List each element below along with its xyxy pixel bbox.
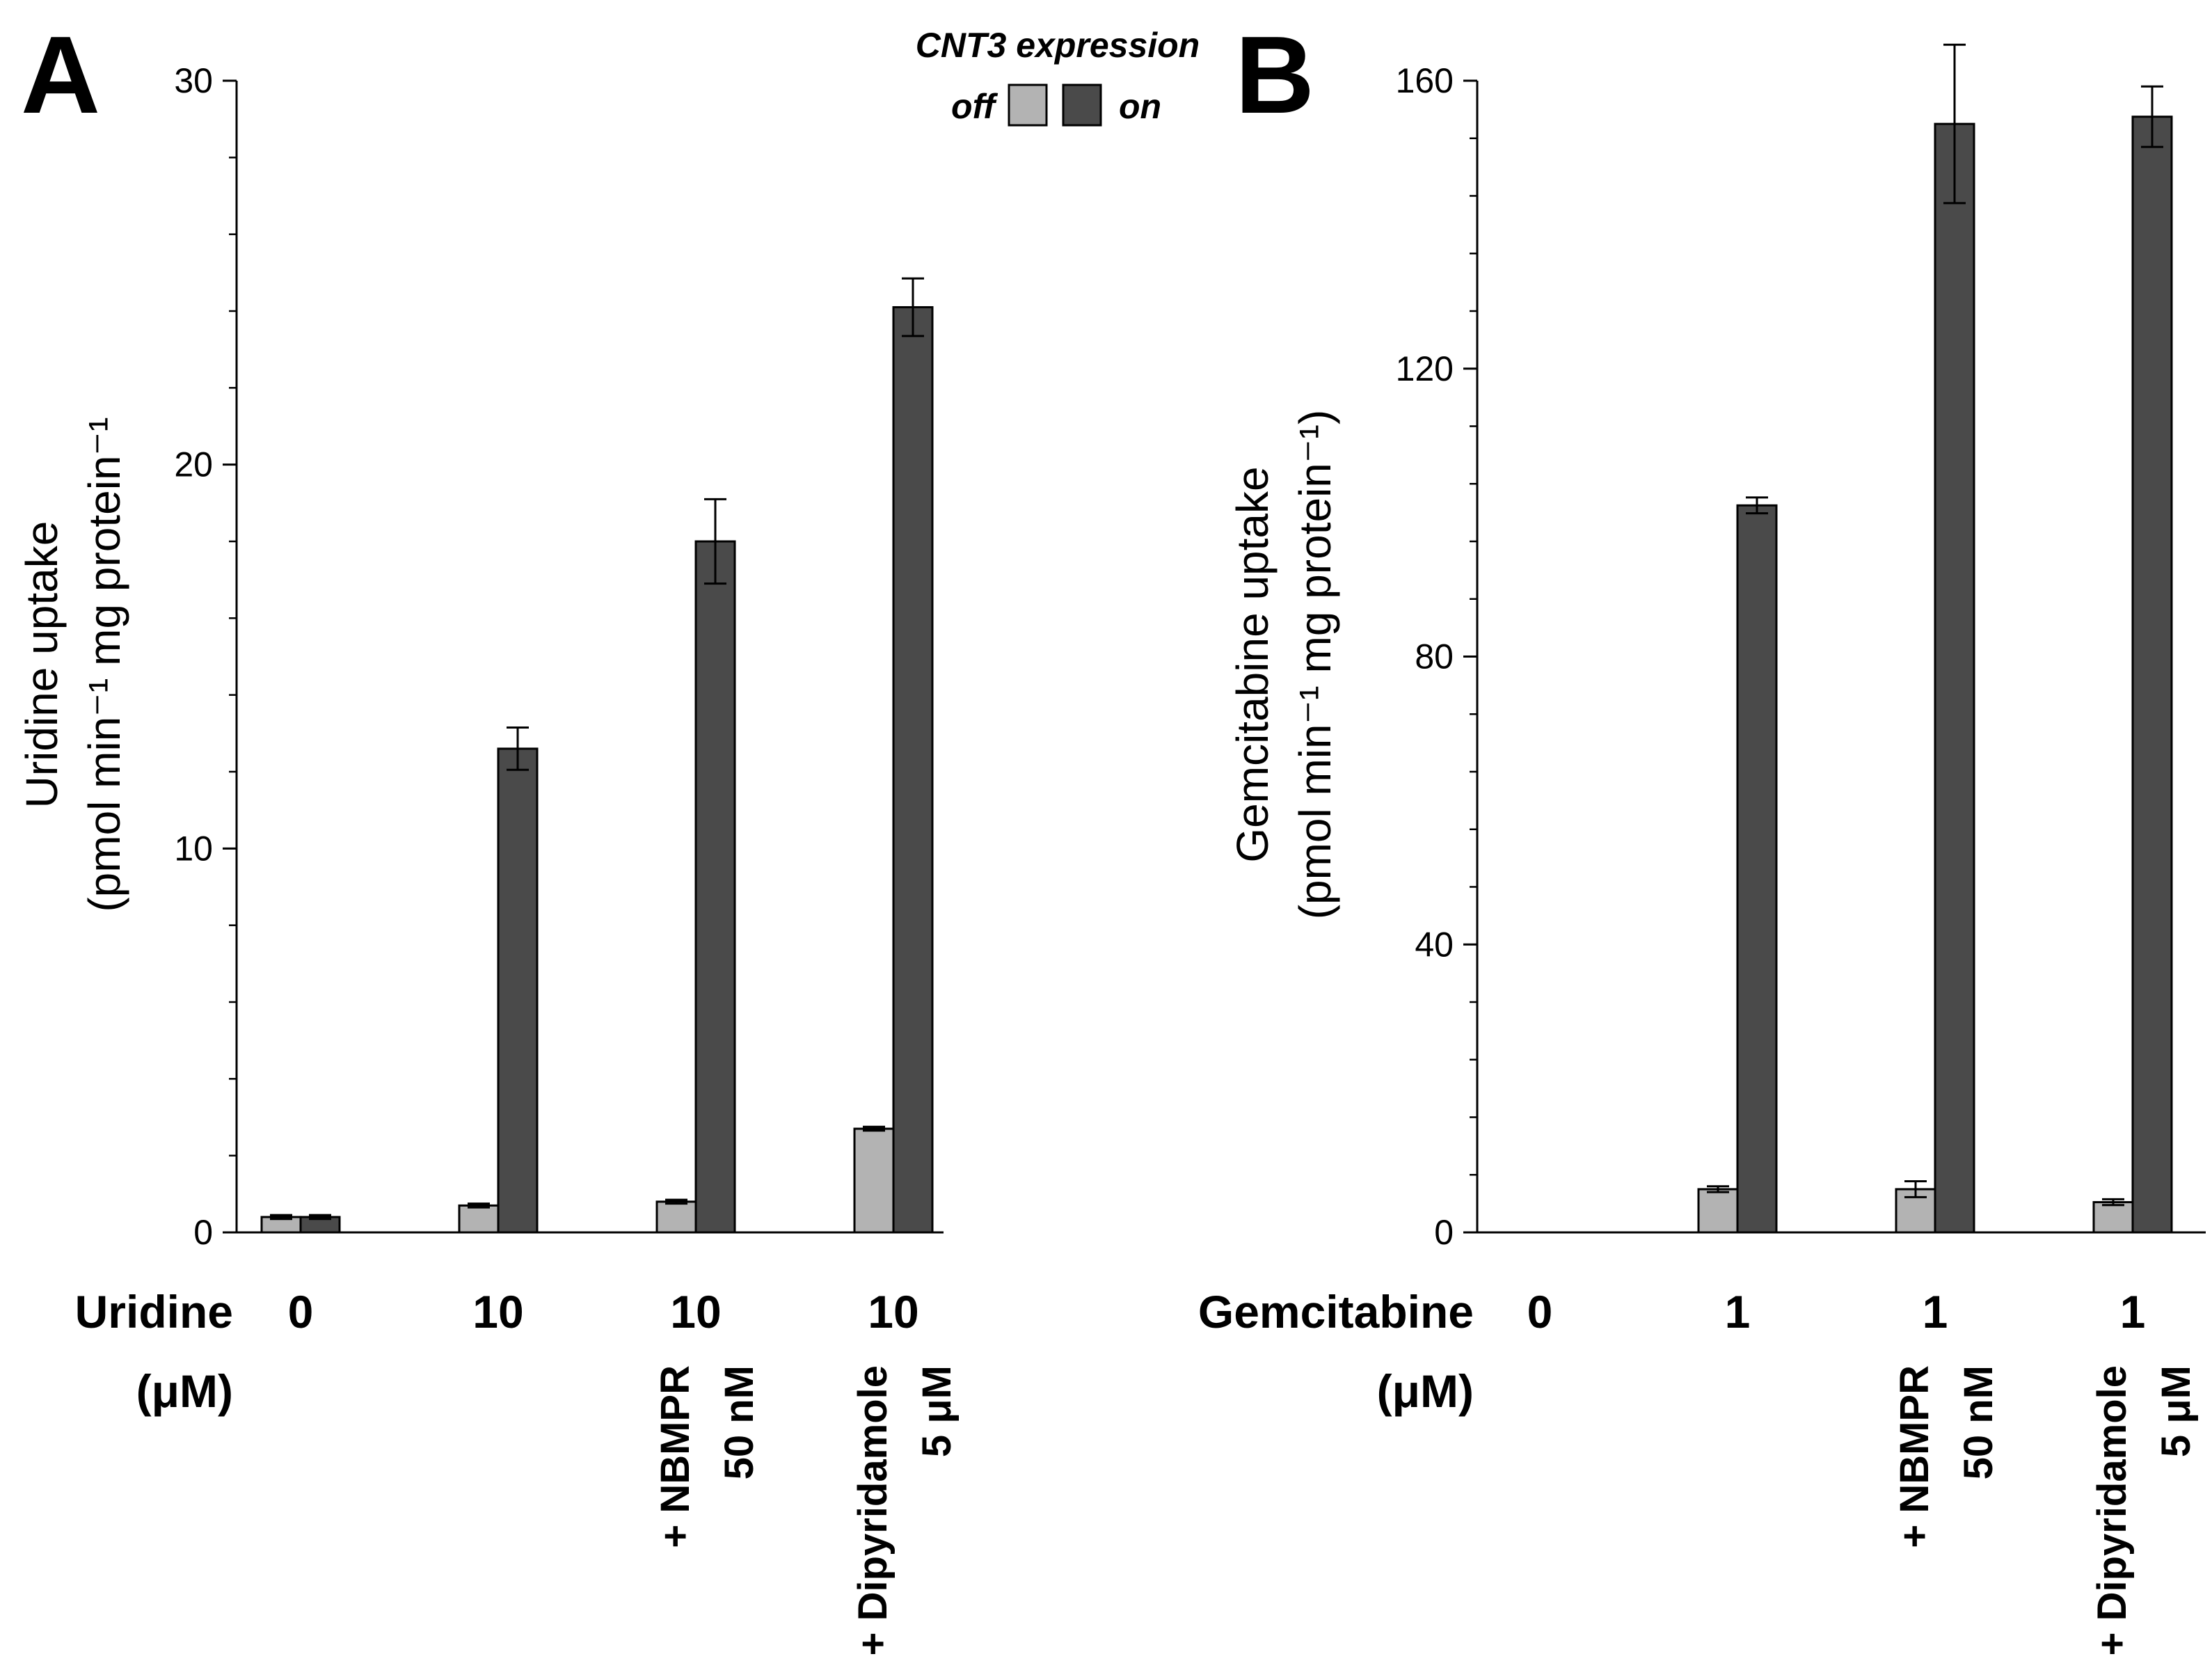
- panel-a-treatment-label: + NBMPR: [653, 1365, 698, 1548]
- panel-b-bar-on: [2131, 116, 2173, 1234]
- panel-a-bar-off: [458, 1204, 500, 1234]
- panel-a-treatment-label: + Dipyridamole: [850, 1365, 896, 1655]
- panel-a-category-label: 0: [288, 1286, 314, 1337]
- panel-b-treatment-dose: 50 nM: [1956, 1365, 2001, 1479]
- panel-b-category-label: 1: [1725, 1286, 1751, 1337]
- panel-b-y-tick-label: 120: [1396, 349, 1454, 388]
- legend-title: CNT3 expression: [916, 26, 1200, 65]
- panel-b-plot: 0 40 80 120 160: [1396, 43, 2206, 1252]
- panel-b-y-tick-label: 40: [1415, 925, 1454, 964]
- panel-a-xlabel-line2: (μM): [136, 1365, 233, 1417]
- panel-a-bar-on: [694, 540, 736, 1234]
- panel-a-ylabel-line1: Uridine uptake: [17, 521, 67, 809]
- panel-a-bar-on: [892, 305, 934, 1234]
- panel-b-bar-off: [1697, 1188, 1739, 1234]
- panel-a-category-label: 10: [472, 1286, 523, 1337]
- legend-off-label: off: [951, 87, 998, 126]
- panel-a-treatment-dose: 5 μM: [914, 1365, 960, 1457]
- panel-b-ylabel-line2: (pmol min⁻¹ mg protein⁻¹): [1290, 410, 1340, 920]
- panel-b-category-label: 0: [1527, 1286, 1553, 1337]
- panel-a-ylabel-line2: (pmol min⁻¹ mg protein⁻¹: [79, 417, 129, 912]
- panel-b-bar-on: [1934, 122, 1975, 1234]
- panel-b-xlabel-line2: (μM): [1377, 1365, 1474, 1417]
- panel-b-bar-on: [1736, 504, 1778, 1234]
- panel-a-bar-off: [655, 1200, 697, 1234]
- panel-a-category-label: 10: [670, 1286, 721, 1337]
- panel-a-bar-on: [497, 747, 539, 1234]
- legend-off-swatch: [1008, 84, 1048, 127]
- panel-b-treatment-label: + NBMPR: [1892, 1365, 1937, 1548]
- panel-a-y-tick-label: 10: [174, 829, 213, 868]
- panel-a-letter: A: [21, 14, 100, 136]
- panel-a-plot: 0 10 20 30: [174, 61, 944, 1252]
- panel-b-letter: B: [1235, 14, 1314, 136]
- panel-b-ylabel-line1: Gemcitabine uptake: [1227, 466, 1278, 862]
- panel-b-category-label: 1: [1923, 1286, 1948, 1337]
- panel-b-xlabel-line1: Gemcitabine: [1198, 1286, 1474, 1337]
- panel-b-treatment-label: + Dipyridamole: [2090, 1365, 2135, 1655]
- panel-a-bar-off: [853, 1127, 895, 1234]
- legend: CNT3 expression off on: [916, 26, 1200, 127]
- panel-a-y-tick-label: 20: [174, 445, 213, 484]
- panel-b-y-tick-label: 80: [1415, 637, 1454, 676]
- panel-b-category-label: 1: [2120, 1286, 2146, 1337]
- panel-b-bar-off: [2092, 1201, 2134, 1234]
- legend-on-label: on: [1119, 87, 1161, 126]
- panel-a-y-tick-label: 30: [174, 61, 213, 100]
- panel-a-category-label: 10: [868, 1286, 918, 1337]
- panel-b-y-tick-label: 160: [1396, 61, 1454, 100]
- panel-b-treatment-dose: 5 μM: [2154, 1365, 2199, 1457]
- panel-a-y-tick-label: 0: [193, 1213, 213, 1252]
- panel-a-xlabel-line1: Uridine: [75, 1286, 233, 1337]
- panel-a-treatment-dose: 50 nM: [717, 1365, 762, 1479]
- legend-on-swatch: [1062, 84, 1102, 127]
- panel-a: A Uridine uptake (pmol min⁻¹ mg protein⁻…: [17, 14, 960, 1655]
- panel-b-y-tick-label: 0: [1434, 1213, 1454, 1252]
- panel-b: B Gemcitabine uptake (pmol min⁻¹ mg prot…: [1198, 14, 2206, 1655]
